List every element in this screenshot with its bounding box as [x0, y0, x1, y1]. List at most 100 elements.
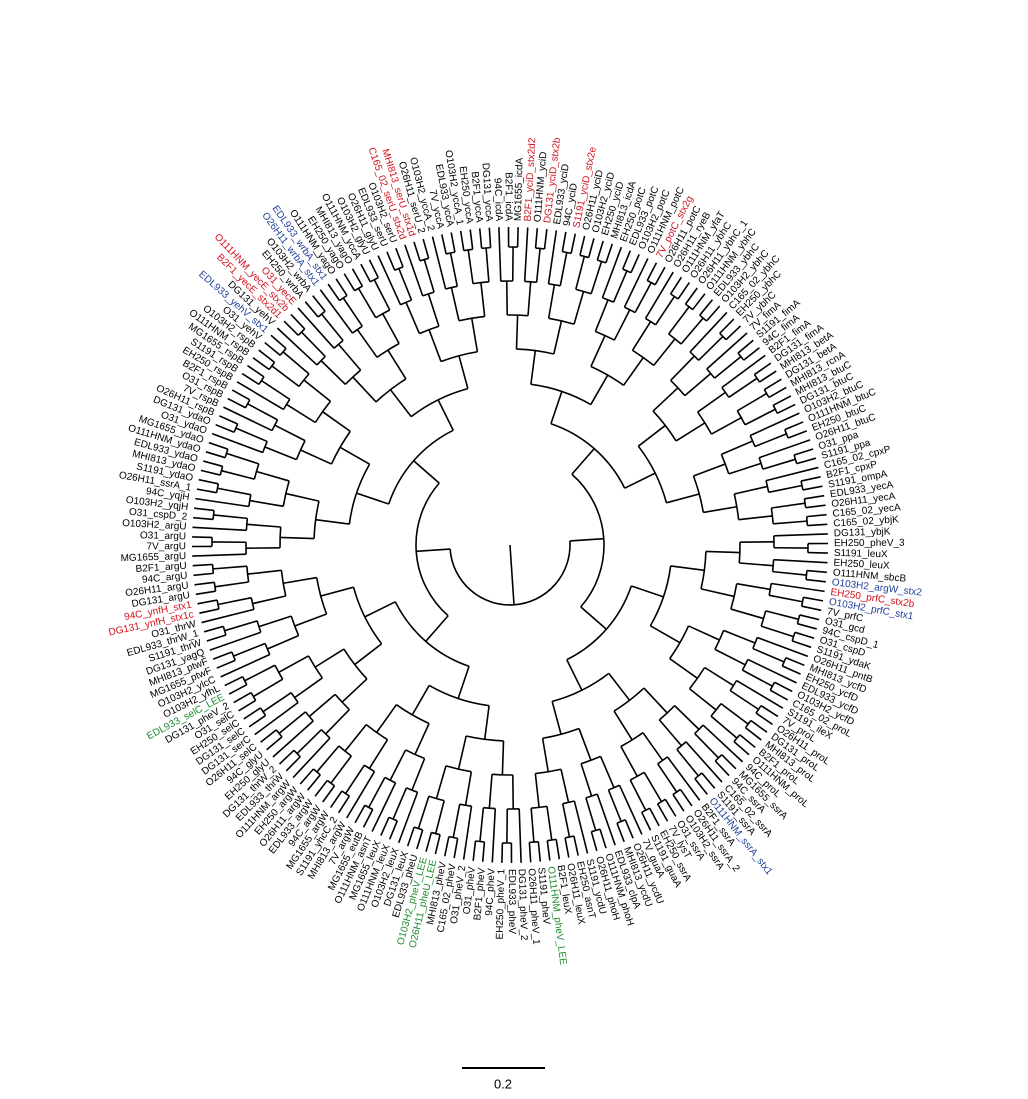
branch — [784, 421, 804, 431]
branch — [733, 740, 750, 756]
branch — [613, 309, 631, 341]
branch — [630, 254, 640, 274]
branch — [620, 746, 638, 777]
branch — [212, 565, 247, 570]
branch — [192, 563, 213, 567]
branch — [590, 335, 606, 367]
branch — [217, 487, 251, 496]
branch — [573, 835, 579, 856]
branch — [768, 484, 803, 494]
branch — [411, 758, 426, 791]
branch-arc — [395, 704, 430, 725]
branch-arc — [714, 754, 723, 762]
branch — [453, 838, 459, 859]
branch — [413, 460, 440, 484]
branch — [806, 569, 827, 574]
branch — [618, 784, 643, 835]
branch — [443, 836, 450, 857]
branch — [217, 596, 252, 606]
branch — [781, 665, 801, 675]
branch-arc — [692, 475, 705, 513]
branch — [256, 470, 290, 482]
branch — [304, 301, 319, 318]
branch — [479, 807, 485, 842]
leaf-label: O26H11_pheV_1 — [525, 868, 541, 946]
branch — [278, 711, 306, 735]
branch-arc — [465, 735, 504, 742]
branch — [578, 728, 592, 761]
branch — [360, 263, 371, 283]
branch — [254, 701, 299, 736]
branch — [674, 705, 700, 730]
branch-arc — [315, 577, 328, 615]
branch — [467, 249, 474, 284]
branch — [760, 704, 779, 718]
branch — [785, 657, 805, 667]
branch — [590, 261, 603, 295]
branch-arc — [669, 625, 690, 660]
branch — [382, 313, 400, 344]
branch — [241, 372, 260, 386]
branch — [260, 729, 277, 743]
branch — [739, 734, 756, 749]
branch — [264, 341, 281, 356]
leaf-label: O103H2_argU — [122, 518, 187, 533]
branch — [752, 647, 785, 663]
branch — [799, 614, 820, 621]
branch — [599, 828, 607, 849]
leaf-label: 94C_pheV — [484, 868, 498, 916]
branch — [747, 658, 797, 684]
branch-arc — [491, 773, 513, 776]
branch — [612, 270, 628, 303]
branch-arc — [410, 387, 469, 418]
branch — [337, 795, 351, 814]
branch — [728, 377, 758, 398]
branch-arc — [293, 749, 301, 758]
branch — [570, 233, 577, 254]
branch — [422, 238, 430, 259]
branch-arc — [298, 373, 310, 387]
branch — [643, 687, 668, 714]
branch — [759, 370, 777, 383]
branch — [434, 834, 441, 855]
branch — [264, 446, 297, 461]
branch — [624, 472, 656, 489]
leaf-label: EH250_pheV_3 — [834, 538, 905, 549]
branch — [601, 246, 623, 298]
branch — [675, 422, 706, 442]
branch — [622, 250, 632, 270]
branch — [787, 430, 808, 439]
branch — [464, 771, 473, 806]
branch-arc — [710, 703, 722, 717]
branch — [643, 771, 663, 803]
branch-arc — [591, 828, 601, 833]
branch — [354, 804, 366, 824]
branch — [478, 228, 483, 249]
branch-arc — [256, 620, 262, 633]
branch — [736, 582, 771, 591]
branch — [803, 596, 824, 602]
branch — [261, 379, 291, 401]
branch-arc — [246, 566, 250, 583]
branch — [769, 594, 803, 603]
branch — [193, 572, 214, 577]
branch-arc — [422, 291, 435, 297]
branch — [294, 677, 323, 699]
branch-arc — [645, 317, 657, 326]
branch — [397, 792, 419, 844]
branch — [223, 406, 273, 432]
branch — [561, 231, 567, 252]
branch — [320, 586, 354, 597]
branch-arc — [685, 303, 694, 311]
branch — [714, 355, 742, 379]
branch — [765, 610, 799, 621]
branch — [214, 581, 249, 588]
branch-arc — [326, 779, 335, 787]
branch — [285, 756, 301, 772]
branch — [417, 795, 430, 829]
leaf-label: S1191_pheV — [535, 867, 551, 925]
branch — [757, 636, 809, 658]
branch-arc — [440, 350, 478, 363]
branch — [573, 800, 589, 854]
branch — [546, 840, 551, 861]
